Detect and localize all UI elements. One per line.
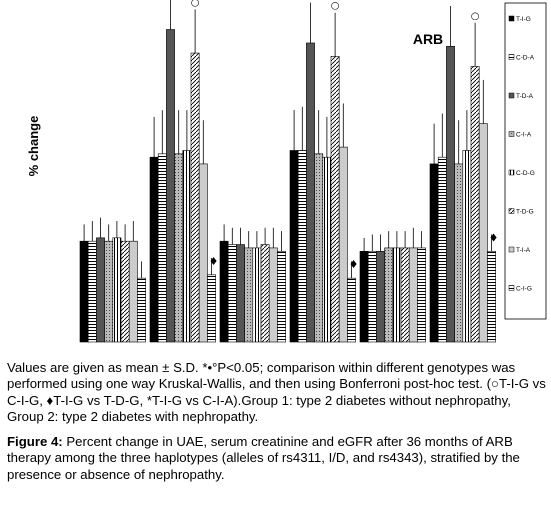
significance-mark-2: ○ [191,0,200,8]
legend-label-t-i-a: T-I-A [516,247,531,254]
bar-t-i-a-2 [198,163,208,343]
figure-caption: Figure 4: Percent change in UAE, serum c… [7,434,547,483]
legend-label-c-d-a: C-D-A [516,55,535,62]
bar-c-i-g-6 [487,250,496,343]
bar-t-i-g-5 [359,250,369,343]
bar-t-i-g-2 [149,156,159,343]
bar-c-i-g-2 [207,274,216,343]
bar-c-d-a-6 [437,156,447,343]
legend-swatch-t-d-a [508,92,515,99]
legend-swatch-c-d-a [508,54,515,60]
chart-title: ARB [413,31,443,47]
bar-c-i-a-3 [244,247,254,343]
bar-c-i-g-4 [347,277,356,343]
bar-c-d-g-6 [462,150,472,343]
bar-c-d-a-5 [367,250,377,343]
bar-t-i-g-1 [79,240,89,343]
significance-mark-6: ♦ [349,258,359,271]
legend-swatch-c-d-g [508,169,515,176]
legend: T-I-G C-D-A T-D-A C-I-A C-D-G T-D-G T-I-A C-I-G [504,2,547,320]
y-axis-label: % change [26,116,41,177]
bar-c-d-a-3 [227,244,237,343]
bar-t-d-a-5 [376,250,385,343]
bar-t-d-a-2 [166,29,175,343]
legend-label-c-d-g: C-D-G [516,170,535,177]
significance-mark-8: ○ [471,11,480,22]
significance-mark-5: ○ [331,1,340,12]
bar-c-d-g-3 [252,247,262,343]
bar-c-d-a-1 [87,240,97,343]
bar-c-d-g-5 [392,247,402,343]
legend-label-c-i-g: C-I-G [516,286,532,293]
bar-c-i-g-3 [277,250,286,343]
bar-c-i-a-6 [454,163,464,343]
bar-c-d-a-4 [297,150,307,343]
legend-swatch-c-i-g [508,285,515,291]
bar-t-d-a-3 [236,244,245,343]
legend-label-c-i-a: C-I-A [516,132,532,139]
bar-t-d-a-4 [306,42,315,343]
significance-mark-4: * [308,0,313,2]
bar-t-d-a-1 [96,237,105,343]
bar-chart: % change ARB *○♦*○♦*○♦ T-I-GC-D-AT-D-AC-… [26,0,547,343]
bar-t-d-g-1 [120,240,130,343]
bar-t-i-g-6 [429,163,439,343]
chart: % change ARB *○♦*○♦*○♦ T-I-GC-D-AT-D-AC-… [26,0,547,343]
bar-t-i-a-1 [128,240,138,343]
bar-t-i-a-5 [408,247,418,343]
bar-t-i-a-4 [338,146,348,343]
bar-c-d-g-4 [322,156,332,343]
significance-mark-7: * [448,0,453,5]
bar-t-i-a-3 [268,247,278,343]
bar-t-d-g-6 [470,66,480,343]
bar-t-i-g-3 [219,240,229,343]
legend-swatch-t-i-g [508,15,515,22]
bar-t-i-a-6 [478,123,488,343]
bar-t-d-g-2 [190,52,200,343]
bar-t-d-g-4 [330,56,340,343]
bar-c-d-g-1 [112,237,122,343]
legend-label-t-d-g: T-D-G [516,209,534,216]
bar-c-i-a-4 [314,153,324,343]
bar-c-i-g-1 [137,277,146,343]
bar-c-i-a-1 [104,240,114,343]
bar-t-d-g-3 [260,244,270,343]
bar-c-i-a-2 [174,153,184,343]
bar-c-i-g-5 [417,247,426,343]
legend-label-t-i-g: T-I-G [516,16,531,23]
annotations-group: *○♦*○♦*○♦ [191,0,499,271]
legend-box [504,2,547,320]
figure-caption-text: Percent change in UAE, serum creatinine … [7,434,520,482]
bar-t-i-g-4 [289,150,299,343]
bar-c-d-a-2 [157,153,167,343]
significance-mark-9: ♦ [489,231,499,244]
bar-c-i-a-5 [384,247,394,343]
figure-label: Figure 4: [7,434,63,449]
bar-t-d-g-5 [400,247,410,343]
bar-c-d-g-2 [182,150,192,343]
bar-t-d-a-6 [446,46,455,343]
legend-swatch-t-i-a [508,246,515,253]
legend-swatch-c-i-a [508,131,515,137]
significance-mark-3: ♦ [209,255,219,268]
chart-notes: Values are given as mean ± S.D. *•°P<0.0… [7,360,546,425]
legend-label-t-d-a: T-D-A [516,93,534,100]
bars-group [79,0,496,343]
legend-swatch-t-d-g [508,208,515,214]
